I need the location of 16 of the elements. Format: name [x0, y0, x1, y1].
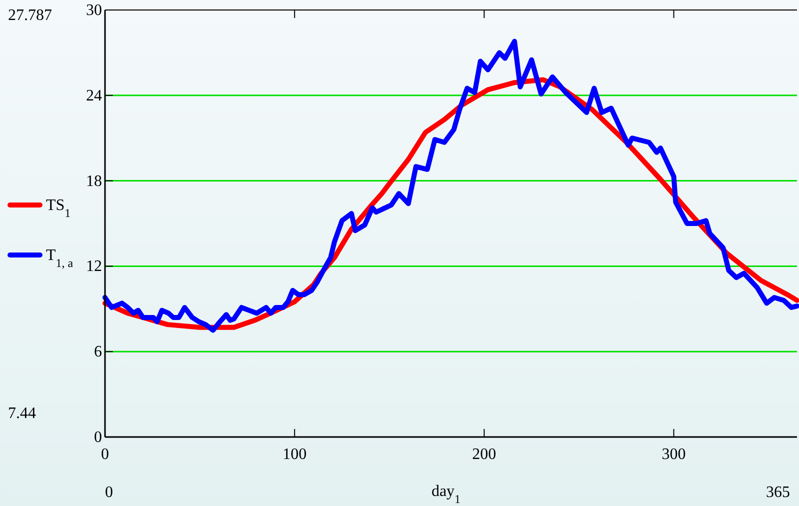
x-axis-title: day$_{1}$ — [431, 483, 461, 506]
text: 27.787 — [8, 7, 52, 24]
text: 0 — [105, 484, 113, 501]
x-tick-label: 300 — [662, 446, 686, 463]
text: 365 — [766, 484, 790, 501]
text: 7.44 — [8, 405, 36, 422]
legend-label: T$_{1, a}$ — [46, 247, 74, 270]
y-tick-label: 6 — [94, 344, 102, 361]
y-tick-label: 30 — [86, 2, 102, 19]
legend-label: TS$_{1}$ — [46, 197, 71, 220]
y-tick-label: 12 — [86, 258, 102, 276]
x-tick-label: 200 — [472, 446, 496, 463]
y-tick-label: 24 — [86, 87, 102, 104]
y-tick-label: 18 — [86, 172, 102, 190]
y-tick-label: 0 — [94, 429, 102, 446]
x-tick-label: 100 — [282, 446, 307, 463]
